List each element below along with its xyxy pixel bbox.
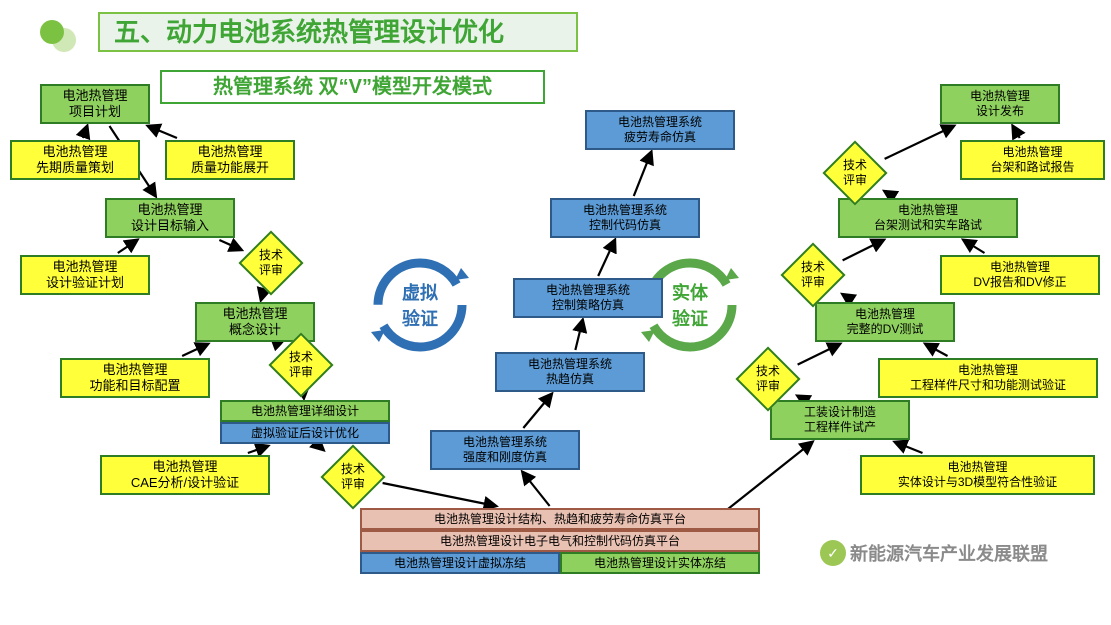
node-y3: 电池热管理 设计验证计划 [20,255,150,295]
page-title: 五、动力电池系统热管理设计优化 [98,12,578,52]
entity-verify-label: 实体 验证 [662,283,718,327]
node-d1: 技术 评审 [238,230,303,295]
node-m2: 电池热管理系统 热趋仿真 [495,352,645,392]
node-y4: 电池热管理 功能和目标配置 [60,358,210,398]
page-subtitle: 热管理系统 双“V”模型开发模式 [160,70,545,104]
node-y2: 电池热管理 质量功能展开 [165,140,295,180]
node-r3: 电池热管理 台架测试和实车路试 [838,198,1018,238]
node-d3: 技术 评审 [320,444,385,509]
node-m4: 电池热管理系统 控制代码仿真 [550,198,700,238]
node-y5: 电池热管理 CAE分析/设计验证 [100,455,270,495]
node-ry1: 电池热管理 实体设计与3D模型符合性验证 [860,455,1095,495]
node-ry4: 电池热管理 台架和路试报告 [960,140,1105,180]
node-m3: 电池热管理系统 控制策略仿真 [513,278,663,318]
node-rd2: 技术 评审 [780,242,845,307]
node-m1: 电池热管理系统 强度和刚度仿真 [430,430,580,470]
node-g2: 电池热管理 设计目标输入 [105,198,235,238]
node-b1: 虚拟验证后设计优化 [220,422,390,444]
node-m5: 电池热管理系统 疲劳寿命仿真 [585,110,735,150]
node-ry3: 电池热管理 DV报告和DV修正 [940,255,1100,295]
virtual-verify-label: 虚拟 验证 [392,283,448,327]
node-s1: 电池热管理设计结构、热趋和疲劳寿命仿真平台 [360,508,760,530]
node-g1: 电池热管理 项目计划 [40,84,150,124]
node-b2: 电池热管理设计虚拟冻结 [360,552,560,574]
node-s2: 电池热管理设计电子电气和控制代码仿真平台 [360,530,760,552]
node-d2: 技术 评审 [268,332,333,397]
node-g4: 电池热管理详细设计 [220,400,390,422]
node-g5: 电池热管理设计实体冻结 [560,552,760,574]
node-ry2: 电池热管理 工程样件尺寸和功能测试验证 [878,358,1098,398]
title-dot-main [40,20,64,44]
node-r4: 电池热管理 设计发布 [940,84,1060,124]
watermark-icon: ✓ [820,540,846,566]
node-rd3: 技术 评审 [822,140,887,205]
node-r2: 电池热管理 完整的DV测试 [815,302,955,342]
node-r1: 工装设计制造 工程样件试产 [770,400,910,440]
diagram-stage: { "title": { "text": "五、动力电池系统热管理设计优化", … [0,0,1111,625]
node-y1: 电池热管理 先期质量策划 [10,140,140,180]
watermark-text: 新能源汽车产业发展联盟 [850,540,1048,566]
